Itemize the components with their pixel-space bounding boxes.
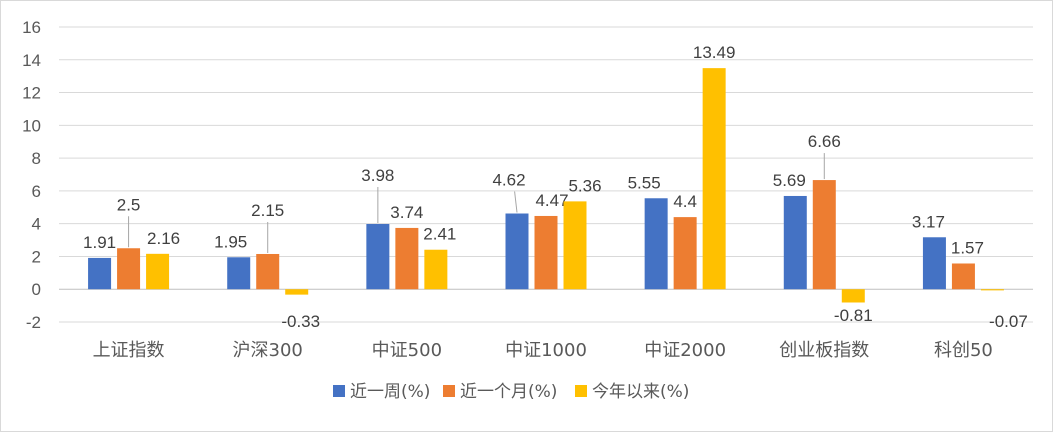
- data-label: 1.95: [214, 232, 247, 251]
- legend-swatch: [575, 385, 587, 397]
- x-category-label: 沪深300: [233, 340, 303, 361]
- legend-label: 今年以来(%): [592, 382, 689, 402]
- x-category-label: 创业板指数: [779, 340, 869, 361]
- bar-3: [285, 289, 309, 295]
- y-tick-label: 2: [32, 247, 41, 266]
- data-label: 2.5: [117, 195, 141, 214]
- bar-3: [424, 249, 448, 290]
- bar-2: [673, 217, 697, 290]
- data-label: 2.16: [147, 229, 180, 248]
- bar-1: [644, 198, 668, 290]
- bar-1: [227, 257, 251, 290]
- legend-swatch: [333, 385, 345, 397]
- data-label: -0.33: [281, 312, 320, 331]
- bar-2: [256, 253, 280, 290]
- data-label: -0.07: [989, 312, 1028, 331]
- y-tick-label: 8: [32, 149, 41, 168]
- data-label: 5.36: [568, 176, 601, 195]
- bar-3: [146, 253, 170, 290]
- data-label: 1.57: [951, 238, 984, 257]
- data-label: 3.74: [390, 203, 423, 222]
- data-label: 3.98: [361, 166, 394, 185]
- legend-swatch: [443, 385, 455, 397]
- data-label: 2.41: [423, 225, 456, 244]
- bar-2: [117, 248, 141, 290]
- data-label: 5.55: [628, 173, 661, 192]
- bar-3: [563, 201, 587, 290]
- data-label: 2.15: [251, 201, 284, 220]
- leader-line: [514, 191, 518, 213]
- y-tick-label: 4: [32, 215, 41, 234]
- y-tick-label: 0: [32, 280, 41, 299]
- x-category-label: 科创50: [934, 340, 993, 361]
- data-label: 5.69: [773, 171, 806, 190]
- x-category-label: 上证指数: [93, 340, 165, 361]
- legend-label: 近一个月(%): [460, 382, 557, 402]
- bar-1: [88, 257, 112, 290]
- data-label: 4.47: [535, 191, 568, 210]
- data-label: 1.91: [83, 233, 116, 252]
- data-label: 4.62: [492, 171, 525, 190]
- y-tick-label: -2: [26, 313, 41, 332]
- bar-1: [783, 195, 807, 290]
- data-label: -0.81: [834, 306, 873, 325]
- bar-2: [951, 263, 975, 290]
- y-tick-label: 14: [22, 51, 41, 70]
- x-category-label: 中证2000: [644, 340, 726, 361]
- bar-3: [980, 289, 1004, 291]
- bar-2: [395, 227, 419, 290]
- bar-3: [841, 289, 865, 303]
- data-label: 4.4: [673, 192, 697, 211]
- data-label: 3.17: [912, 212, 945, 231]
- bar-3: [702, 68, 726, 290]
- bar-1: [505, 213, 529, 290]
- bar-2: [534, 215, 558, 290]
- x-category-label: 中证1000: [505, 340, 587, 361]
- data-label: 6.66: [808, 132, 841, 151]
- y-tick-label: 6: [32, 182, 41, 201]
- bar-1: [366, 223, 390, 290]
- data-label: 13.49: [693, 43, 736, 62]
- bar-1: [922, 237, 946, 290]
- y-tick-label: 10: [22, 116, 41, 135]
- y-tick-label: 16: [22, 18, 41, 37]
- x-category-label: 中证500: [372, 340, 442, 361]
- y-tick-label: 12: [22, 84, 41, 103]
- legend-label: 近一周(%): [350, 382, 430, 402]
- bar-2: [812, 180, 836, 290]
